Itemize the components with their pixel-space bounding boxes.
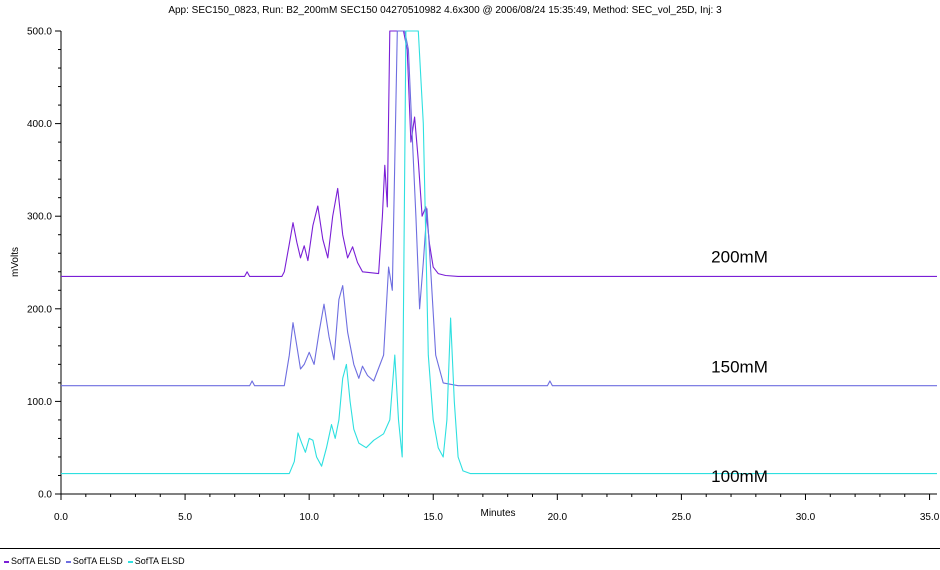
x-tick-label: 20.0 bbox=[548, 512, 568, 523]
x-tick-label: 10.0 bbox=[299, 512, 319, 523]
legend-label: SofTA ELSD bbox=[11, 556, 61, 566]
x-axis-label: Minutes bbox=[480, 508, 515, 519]
x-tick-label: 0.0 bbox=[54, 512, 68, 523]
legend-swatch bbox=[4, 560, 9, 563]
legend-divider bbox=[0, 548, 940, 549]
y-tick-label: 200.0 bbox=[27, 304, 52, 315]
y-tick-label: 100.0 bbox=[27, 397, 52, 408]
annotations: 200mM 150mM 100mM bbox=[711, 248, 768, 486]
concentration-label: 200mM bbox=[711, 248, 768, 267]
series-line-2 bbox=[61, 30, 937, 387]
y-tick-label: 400.0 bbox=[27, 119, 52, 130]
concentration-label: 150mM bbox=[711, 358, 768, 377]
chart-area: App: SEC150_0823, Run: B2_200mM SEC150 0… bbox=[10, 5, 940, 523]
legend-item: SofTA ELSD bbox=[65, 556, 123, 566]
legend-item: SofTA ELSD bbox=[4, 556, 61, 566]
legend-swatch bbox=[127, 560, 133, 563]
legend-label: SofTA ELSD bbox=[134, 556, 185, 566]
series-lines bbox=[61, 30, 937, 475]
x-tick-label: 25.0 bbox=[672, 512, 692, 523]
concentration-label: 100mM bbox=[711, 467, 768, 486]
y-axis-label: mVolts bbox=[10, 247, 21, 277]
x-ticks: 0.0 5.0 10.0 15.0 20.0 25.0 30.0 35.0 bbox=[54, 494, 940, 523]
legend-label: SofTA ELSD bbox=[72, 556, 123, 566]
y-tick-label: 300.0 bbox=[27, 212, 52, 223]
chart-title: App: SEC150_0823, Run: B2_200mM SEC150 0… bbox=[168, 5, 722, 16]
x-tick-label: 30.0 bbox=[796, 512, 816, 523]
legend-item: SofTA ELSD bbox=[127, 556, 185, 566]
y-tick-label: 0.0 bbox=[38, 490, 52, 501]
y-ticks: 0.0 100.0 200.0 300.0 400.0 500.0 bbox=[27, 27, 61, 501]
axes bbox=[60, 31, 937, 495]
x-tick-label: 35.0 bbox=[920, 512, 940, 523]
series-line-1 bbox=[61, 30, 937, 277]
series-line-3 bbox=[61, 30, 937, 475]
x-tick-label: 5.0 bbox=[178, 512, 192, 523]
x-tick-label: 15.0 bbox=[424, 512, 444, 523]
y-tick-label: 500.0 bbox=[27, 27, 52, 38]
legend-swatch bbox=[65, 560, 71, 563]
legend: SofTA ELSD SofTA ELSD SofTA ELSD bbox=[4, 556, 190, 566]
